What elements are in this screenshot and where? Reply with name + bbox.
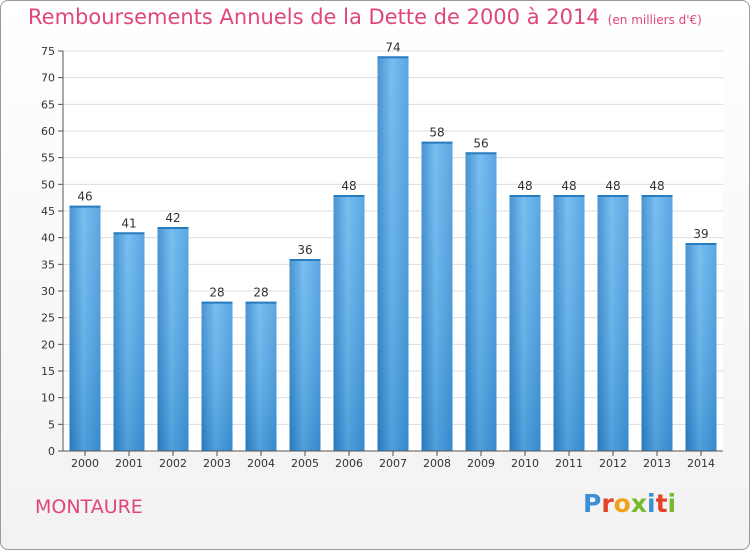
data-label: 74 [385,40,400,54]
bar-top [509,195,541,197]
chart-subtitle: (en milliers d'€) [607,13,702,27]
y-tick-label: 10 [41,392,55,405]
data-label: 42 [165,211,180,225]
x-tick-label: 2005 [291,457,319,470]
data-label: 58 [429,126,444,140]
data-label: 28 [209,286,224,300]
bar-shade [509,195,541,451]
logo-letter: i [647,489,656,518]
bar-shade [685,243,717,451]
bar-shade [201,301,233,451]
x-tick-label: 2004 [247,457,275,470]
y-tick-label: 45 [41,205,55,218]
bar-top [421,141,453,144]
data-label: 46 [77,190,92,204]
x-tick-label: 2010 [511,457,539,470]
x-tick-label: 2000 [71,457,99,470]
y-tick-label: 40 [41,232,55,245]
y-tick-label: 20 [41,338,55,351]
bar-shade [597,195,629,451]
data-label: 36 [297,243,312,257]
bar-top [289,259,321,261]
bar-top [553,195,585,197]
x-tick-label: 2009 [467,457,495,470]
bar-shade [553,195,585,451]
y-tick-label: 5 [48,418,55,431]
bar-top [377,56,409,59]
logo-letter: P [583,489,602,518]
bar-top [597,195,629,197]
y-tick-label: 30 [41,285,55,298]
bar-top [465,152,497,155]
bar-shade [245,301,277,451]
bar-shade [333,195,365,451]
bar-shade [69,205,101,451]
data-label: 48 [649,179,664,193]
bar-shade [641,195,673,451]
y-tick-label: 25 [41,312,55,325]
logo-letter: o [613,489,631,518]
y-tick-label: 70 [41,72,55,85]
data-label: 28 [253,286,268,300]
bar-top [685,243,717,245]
x-tick-label: 2006 [335,457,363,470]
y-tick-label: 0 [48,445,55,458]
y-tick-label: 75 [41,45,55,58]
x-tick-label: 2014 [687,457,715,470]
bar-top [201,301,233,304]
data-label: 56 [473,136,488,150]
logo-letter: t [655,489,668,518]
bar-shade [289,259,321,451]
x-tick-label: 2007 [379,457,407,470]
y-tick-label: 65 [41,98,55,111]
bar-top [69,205,101,208]
x-tick-label: 2003 [203,457,231,470]
x-tick-label: 2001 [115,457,143,470]
y-tick-label: 35 [41,258,55,271]
y-tick-label: 55 [41,152,55,165]
data-label: 39 [693,227,708,241]
x-tick-label: 2008 [423,457,451,470]
chart-title: Remboursements Annuels de la Dette de 20… [28,5,600,29]
data-label: 48 [341,179,356,193]
data-label: 48 [561,179,576,193]
bar-top [245,301,277,304]
chart-title-block: Remboursements Annuels de la Dette de 20… [28,5,702,29]
bar-shade [421,141,453,451]
x-tick-label: 2011 [555,457,583,470]
y-tick-label: 60 [41,125,55,138]
bar-shade [465,152,497,452]
data-label: 48 [605,179,620,193]
bar-top [113,232,145,235]
bar-shade [377,56,409,451]
bar-top [641,195,673,197]
bar-top [333,195,365,197]
logo-letter: i [667,489,677,518]
bar-top [157,227,189,229]
bar-shade [113,232,145,451]
proxiti-logo: Proxiti [583,489,676,518]
x-tick-label: 2013 [643,457,671,470]
y-tick-label: 50 [41,178,55,191]
x-tick-label: 2012 [599,457,627,470]
data-label: 41 [121,216,136,230]
logo-letter: r [601,489,614,518]
commune-name: MONTAURE [35,496,143,518]
logo-letter: x [630,489,647,518]
x-tick-label: 2002 [159,457,187,470]
data-label: 48 [517,179,532,193]
bar-shade [157,227,189,451]
y-tick-label: 15 [41,365,55,378]
